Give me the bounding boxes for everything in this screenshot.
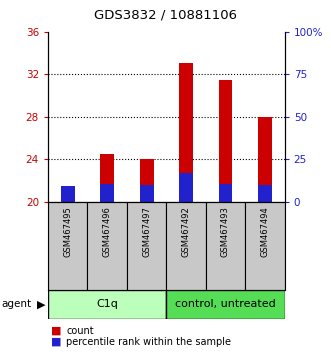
Bar bbox=[48, 202, 87, 290]
Text: agent: agent bbox=[2, 299, 32, 309]
Text: GSM467497: GSM467497 bbox=[142, 206, 151, 257]
Text: GDS3832 / 10881106: GDS3832 / 10881106 bbox=[94, 9, 237, 22]
Bar bbox=[100, 154, 114, 202]
Text: ▶: ▶ bbox=[37, 299, 46, 309]
Bar bbox=[245, 202, 285, 290]
Bar bbox=[166, 290, 285, 319]
Bar bbox=[218, 80, 232, 202]
Text: GSM467495: GSM467495 bbox=[63, 206, 72, 257]
Bar bbox=[61, 186, 74, 202]
Bar bbox=[258, 117, 272, 202]
Text: C1q: C1q bbox=[96, 299, 118, 309]
Bar bbox=[87, 202, 127, 290]
Bar bbox=[100, 184, 114, 202]
Bar bbox=[179, 173, 193, 202]
Text: count: count bbox=[66, 326, 94, 336]
Text: GSM467496: GSM467496 bbox=[103, 206, 112, 257]
Bar bbox=[61, 189, 74, 202]
Text: GSM467494: GSM467494 bbox=[260, 206, 269, 257]
Text: control, untreated: control, untreated bbox=[175, 299, 276, 309]
Text: GSM467493: GSM467493 bbox=[221, 206, 230, 257]
Bar bbox=[127, 202, 166, 290]
Text: ■: ■ bbox=[51, 337, 62, 347]
Bar bbox=[179, 63, 193, 202]
Bar bbox=[48, 290, 166, 319]
Text: percentile rank within the sample: percentile rank within the sample bbox=[66, 337, 231, 347]
Bar bbox=[258, 185, 272, 202]
Text: ■: ■ bbox=[51, 326, 62, 336]
Bar bbox=[166, 202, 206, 290]
Bar bbox=[218, 184, 232, 202]
Text: GSM467492: GSM467492 bbox=[181, 206, 191, 257]
Bar bbox=[206, 202, 245, 290]
Bar bbox=[140, 159, 154, 202]
Bar bbox=[140, 185, 154, 202]
